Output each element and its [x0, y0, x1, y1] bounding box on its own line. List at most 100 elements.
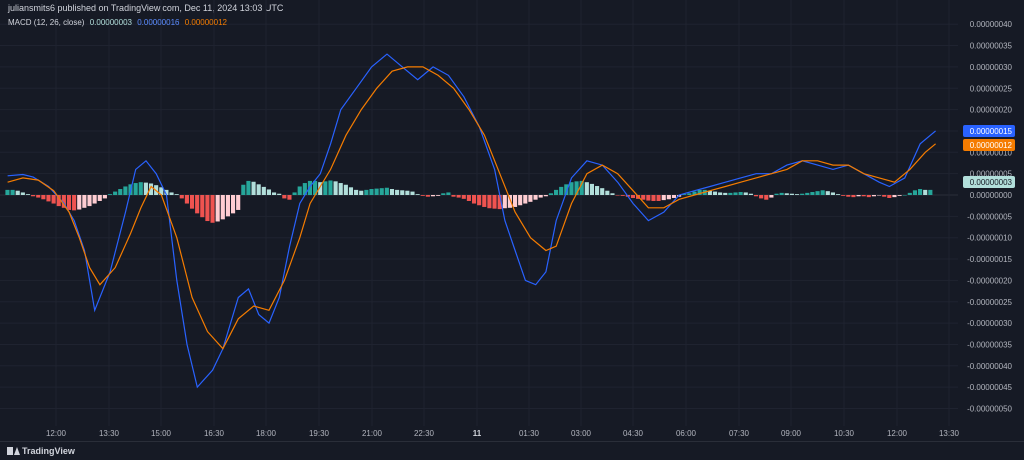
histogram-bar [359, 190, 364, 195]
histogram-bar [815, 191, 820, 195]
histogram-bar [272, 192, 277, 195]
histogram-bar [615, 195, 620, 196]
histogram-bar [184, 195, 189, 204]
histogram-bar [159, 187, 164, 195]
histogram-bar [415, 194, 420, 195]
histogram-bar [343, 184, 348, 195]
histogram-bar [661, 195, 666, 201]
histogram-bar [666, 195, 671, 200]
histogram-bar [102, 195, 107, 199]
histogram-bar [605, 190, 610, 195]
histogram-bar [97, 195, 102, 201]
histogram-bar [225, 195, 230, 217]
histogram-bar [405, 190, 410, 195]
histogram-bar [446, 192, 451, 195]
last-value-badges: 0.00000015 0.00000012 0.00000003 [963, 125, 1015, 188]
histogram-bar [784, 193, 789, 195]
tradingview-logo[interactable]: TradingView [7, 446, 75, 456]
indicator-legend[interactable]: MACD (12, 26, close) 0.00000003 0.000000… [8, 18, 230, 27]
histogram-bar [354, 189, 359, 195]
y-tick-label: 0.00000030 [970, 63, 1013, 72]
histogram-bar [856, 195, 861, 197]
histogram-bar [92, 195, 97, 204]
histogram-bar [36, 195, 41, 198]
histogram-bar [436, 195, 441, 196]
histogram-bar [830, 192, 835, 195]
histogram-bar [512, 195, 518, 207]
x-tick-label: 13:30 [939, 429, 960, 438]
histogram-bar [374, 188, 379, 195]
histogram-bar [871, 195, 877, 197]
publisher-line: juliansmits6 published on TradingView.co… [8, 3, 284, 13]
badge-value: 0.00000012 [970, 141, 1013, 150]
histogram-bar [348, 187, 354, 195]
histogram [5, 180, 933, 223]
histogram-bar [548, 193, 553, 195]
histogram-bar [779, 192, 784, 195]
histogram-bar [456, 195, 461, 198]
histogram-bar [682, 194, 687, 195]
histogram-bar [835, 194, 841, 195]
x-tick-label: 03:00 [571, 429, 592, 438]
histogram-bar [292, 192, 297, 195]
histogram-bar [810, 192, 815, 195]
histogram-bar [466, 195, 471, 201]
histogram-bar [641, 195, 646, 200]
histogram-bar [671, 195, 677, 198]
histogram-bar [482, 195, 487, 207]
x-tick-label: 16:30 [204, 429, 225, 438]
histogram-bar [220, 195, 225, 220]
badge-bg [963, 139, 1015, 151]
x-axis: 12:00 13:30 15:00 16:30 18:00 19:30 21:00 22:30… [46, 429, 960, 438]
y-tick-label: -0.00000045 [967, 383, 1012, 392]
histogram-bar [656, 195, 661, 201]
y-tick-label: 0.00000040 [970, 20, 1013, 29]
x-tick-label: 01:30 [519, 429, 540, 438]
histogram-bar [728, 192, 733, 195]
histogram-bar [918, 189, 923, 195]
x-tick-label: 04:30 [623, 429, 644, 438]
y-tick-label: -0.00000025 [967, 298, 1012, 307]
histogram-bar [805, 192, 810, 195]
x-tick-label: 18:00 [256, 429, 277, 438]
y-tick-label: 0.00000035 [970, 42, 1013, 51]
histogram-bar [528, 195, 533, 202]
histogram-bar [282, 195, 287, 199]
y-tick-label: -0.00000015 [967, 255, 1012, 264]
histogram-bar [72, 195, 77, 211]
y-tick-label: -0.00000030 [967, 319, 1012, 328]
histogram-bar [579, 180, 584, 195]
histogram-bar [241, 184, 246, 195]
histogram-bar [210, 195, 215, 223]
histogram-bar [753, 195, 759, 197]
histogram-bar [518, 195, 523, 206]
histogram-bar [718, 192, 723, 195]
histogram-bar [882, 195, 887, 197]
macd-chart[interactable]: 0.00000040 0.00000035 0.00000030 0.00000025… [0, 0, 1024, 441]
histogram-bar [420, 195, 425, 196]
histogram-bar [261, 186, 266, 195]
histogram-bar [630, 195, 636, 198]
histogram-bar [697, 189, 702, 195]
histogram-bar [712, 191, 718, 195]
histogram-bar [246, 180, 251, 195]
histogram-last-value-badge: 0.00000003 [963, 176, 1015, 188]
histogram-bar [877, 195, 882, 196]
histogram-bar [364, 189, 369, 195]
histogram-bar [595, 186, 600, 195]
histogram-bar [559, 186, 564, 195]
histogram-bar [543, 195, 548, 197]
legend-histogram-value: 0.00000003 [89, 18, 132, 27]
histogram-bar [148, 183, 154, 195]
x-tick-label: 12:00 [46, 429, 67, 438]
y-tick-label: -0.00000005 [967, 212, 1012, 221]
histogram-bar [174, 194, 179, 195]
histogram-bar [56, 195, 61, 207]
histogram-bar [600, 188, 605, 195]
histogram-bar [487, 195, 492, 209]
y-tick-label: -0.00000035 [967, 340, 1012, 349]
y-tick-label: -0.00000010 [967, 234, 1012, 243]
histogram-bar [897, 195, 902, 196]
histogram-bar [584, 182, 589, 195]
histogram-bar [251, 181, 256, 195]
